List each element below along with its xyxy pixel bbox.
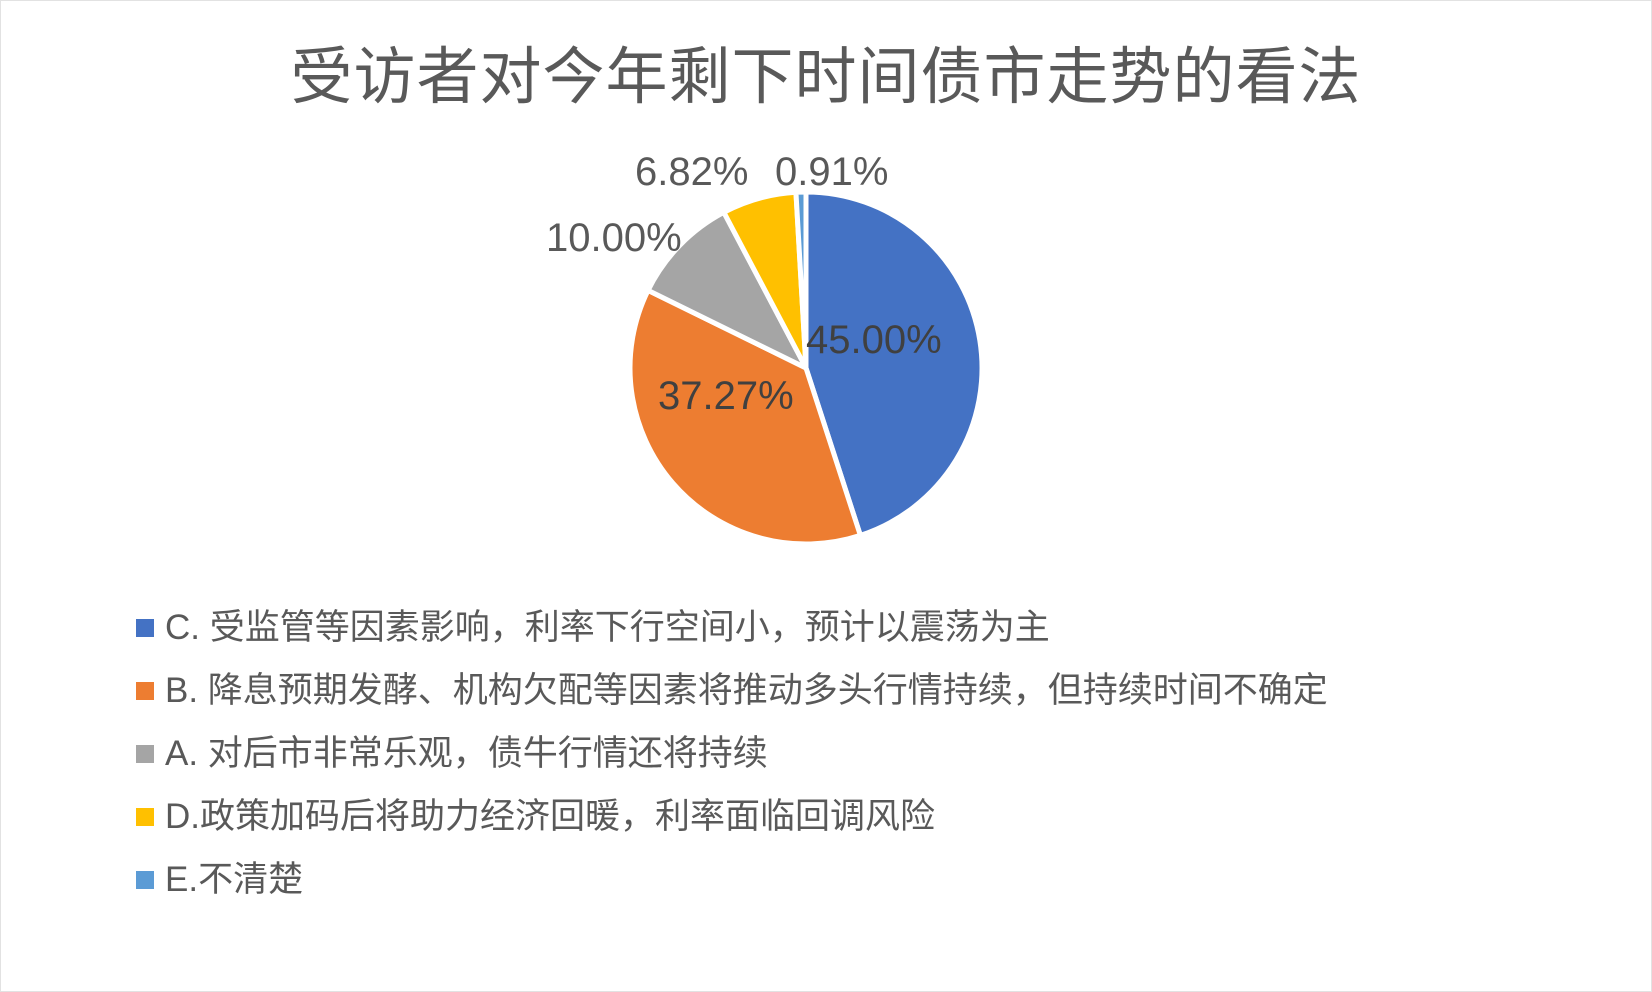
- legend-item-label: D.政策加码后将助力经济回暖，利率面临回调风险: [165, 797, 936, 836]
- legend-item-label: E.不清楚: [165, 860, 304, 899]
- pie-slice[interactable]: [645, 209, 809, 371]
- pie-label-c-45-percent: 45.00%: [806, 318, 942, 362]
- legend-color-swatch-icon: [136, 870, 154, 889]
- pie-slices-svg: [627, 189, 985, 547]
- pie-slice[interactable]: [793, 189, 809, 371]
- legend-item[interactable]: E.不清楚: [136, 848, 1586, 911]
- pie-label-a-10-percent: 10.00%: [546, 216, 682, 260]
- legend-item-label: A. 对后市非常乐观，债牛行情还将持续: [165, 734, 768, 773]
- legend-item[interactable]: B. 降息预期发酵、机构欠配等因素将推动多头行情持续，但持续时间不确定: [136, 659, 1586, 722]
- legend-item[interactable]: D.政策加码后将助力经济回暖，利率面临回调风险: [136, 785, 1586, 848]
- legend-color-swatch-icon: [136, 681, 154, 700]
- legend-item-label: C. 受监管等因素影响，利率下行空间小，预计以震荡为主: [165, 608, 1050, 647]
- chart-legend: C. 受监管等因素影响，利率下行空间小，预计以震荡为主 B. 降息预期发酵、机构欠…: [136, 596, 1586, 911]
- pie-chart-plot-area: 10.00% 6.82% 0.91% 45.00% 37.27%: [0, 140, 1652, 560]
- legend-color-swatch-icon: [136, 618, 154, 637]
- chart-title: 受访者对今年剩下时间债市走势的看法: [290, 43, 1362, 112]
- pie-label-d-682-percent: 6.82%: [635, 150, 749, 194]
- pie-slice[interactable]: [627, 287, 863, 547]
- pie-slice[interactable]: [803, 189, 985, 538]
- legend-color-swatch-icon: [136, 807, 154, 826]
- pie-graphic: [626, 188, 986, 548]
- legend-item[interactable]: A. 对后市非常乐观，债牛行情还将持续: [136, 722, 1586, 785]
- legend-item[interactable]: C. 受监管等因素影响，利率下行空间小，预计以震荡为主: [136, 596, 1586, 659]
- pie-label-b-3727-percent: 37.27%: [658, 374, 794, 418]
- pie-label-e-091-percent: 0.91%: [775, 150, 889, 194]
- legend-item-label: B. 降息预期发酵、机构欠配等因素将推动多头行情持续，但持续时间不确定: [165, 671, 1328, 710]
- legend-color-swatch-icon: [136, 744, 154, 763]
